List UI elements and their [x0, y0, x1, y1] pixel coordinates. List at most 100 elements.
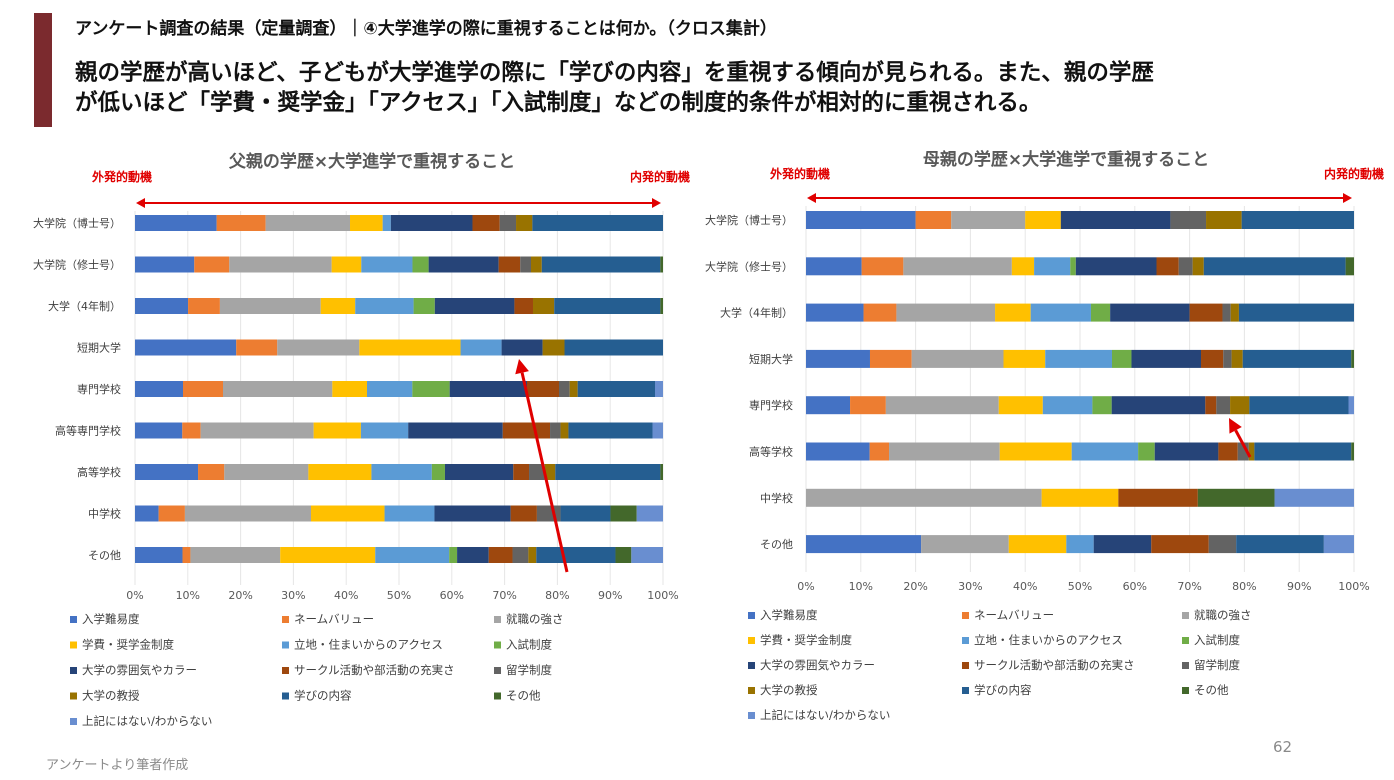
bar-segment	[1066, 535, 1094, 554]
bar-segment	[903, 257, 1012, 276]
bar-segment	[806, 396, 851, 415]
bar-segment	[1241, 211, 1354, 229]
bar-segment	[532, 298, 555, 314]
bar-segment	[460, 339, 502, 356]
bar-segment	[1223, 349, 1232, 368]
bar-segment	[1231, 349, 1243, 368]
category-label: 高等専門学校	[55, 424, 121, 438]
legend-swatch	[494, 667, 501, 674]
bar-segment	[412, 381, 450, 397]
bar-segment	[577, 381, 655, 397]
trend-arrow-line	[1234, 429, 1252, 458]
legend-swatch	[748, 662, 755, 669]
bar-segment	[806, 488, 1042, 507]
bar-segment	[188, 298, 220, 314]
bar-segment	[1192, 257, 1204, 276]
legend-label: 大学の雰囲気やカラー	[82, 663, 197, 677]
bar-segment	[1045, 349, 1112, 368]
bar-segment	[1348, 396, 1354, 415]
x-tick-label: 10%	[849, 580, 873, 593]
bar-segment	[200, 422, 314, 439]
bar-segment	[1351, 442, 1354, 461]
bar-segment	[610, 505, 637, 522]
bar-segment	[660, 298, 663, 314]
legend-label: その他	[1194, 683, 1229, 697]
legend-label: その他	[506, 689, 541, 703]
trend-arrow-line	[520, 372, 569, 573]
bar-segment	[806, 442, 870, 461]
slide-headline: 親の学歴が高いほど、子どもが大学進学の際に「学びの内容」を重視する傾向が見られる…	[75, 58, 1375, 118]
category-label: 大学院（博士号）	[705, 213, 793, 227]
bar-segment	[1138, 442, 1155, 461]
bar-segment	[308, 464, 372, 480]
bar-segment	[182, 422, 201, 439]
motivation-arrow-left-head	[807, 193, 816, 203]
bar-segment	[660, 256, 663, 273]
bar-segment	[390, 215, 473, 231]
x-tick-label: 60%	[1123, 580, 1147, 593]
bar-segment	[513, 464, 530, 480]
headline-line-2: が低いほど「学費・奨学金」「アクセス」「入試制度」などの制度的条件が相対的に重視…	[75, 90, 1042, 116]
motivation-arrow-right-head	[652, 198, 661, 208]
bar-segment	[1071, 442, 1139, 461]
x-tick-label: 40%	[334, 589, 358, 602]
bar-segment	[198, 464, 225, 480]
x-tick-label: 50%	[1068, 580, 1092, 593]
bar-segment	[1090, 303, 1111, 322]
bar-segment	[1345, 257, 1354, 276]
bar-segment	[1093, 535, 1152, 554]
bar-segment	[135, 298, 189, 314]
bar-segment	[998, 396, 1043, 415]
bar-segment	[536, 505, 561, 522]
category-label: 専門学校	[77, 382, 121, 396]
legend-label: 立地・住まいからのアクセス	[974, 633, 1123, 647]
category-label: 専門学校	[749, 398, 793, 412]
bar-segment	[457, 547, 489, 563]
bar-segment	[1156, 257, 1179, 276]
bar-segment	[135, 505, 159, 522]
headline-line-1: 親の学歴が高いほど、子どもが大学進学の際に「学びの内容」を重視する傾向が見られる…	[75, 60, 1154, 86]
bar-segment	[806, 349, 870, 368]
bar-segment	[863, 303, 897, 322]
motivation-arrow-left-head	[136, 198, 145, 208]
bar-segment	[434, 505, 511, 522]
legend-label: 入試制度	[1194, 633, 1240, 647]
bar-segment	[371, 464, 432, 480]
bar-segment	[183, 381, 223, 397]
bar-segment	[531, 256, 542, 273]
bar-segment	[1178, 257, 1193, 276]
bar-segment	[1075, 257, 1157, 276]
x-tick-label: 20%	[228, 589, 252, 602]
category-label: 中学校	[88, 507, 121, 521]
legend-swatch	[1182, 612, 1189, 619]
bar-segment	[1011, 257, 1035, 276]
legend-swatch	[494, 616, 501, 623]
bar-segment	[1222, 303, 1231, 322]
legend-label: 立地・住まいからのアクセス	[294, 638, 443, 652]
extrinsic-motivation-label: 外発的動機	[770, 166, 830, 181]
bar-segment	[224, 464, 309, 480]
legend-label: 学費・奨学金制度	[82, 638, 174, 652]
bar-segment	[1230, 396, 1250, 415]
category-label: 高等学校	[749, 445, 793, 459]
legend-label: ネームバリュー	[974, 608, 1054, 622]
bar-segment	[1030, 303, 1091, 322]
x-tick-label: 100%	[1338, 580, 1369, 593]
bar-segment	[554, 298, 661, 314]
bar-segment	[1238, 303, 1354, 322]
legend-swatch	[282, 667, 289, 674]
bar-segment	[502, 422, 551, 439]
bar-segment	[265, 215, 351, 231]
bar-segment	[541, 256, 661, 273]
bar-segment	[652, 422, 663, 439]
bar-segment	[564, 339, 663, 356]
bar-segment	[236, 339, 278, 356]
legend-swatch	[70, 718, 77, 725]
bar-segment	[806, 257, 862, 276]
bar-segment	[428, 256, 499, 273]
legend-swatch	[962, 662, 969, 669]
bar-segment	[861, 257, 904, 276]
bar-segment	[135, 381, 183, 397]
bar-segment	[1201, 349, 1224, 368]
bar-segment	[223, 381, 333, 397]
